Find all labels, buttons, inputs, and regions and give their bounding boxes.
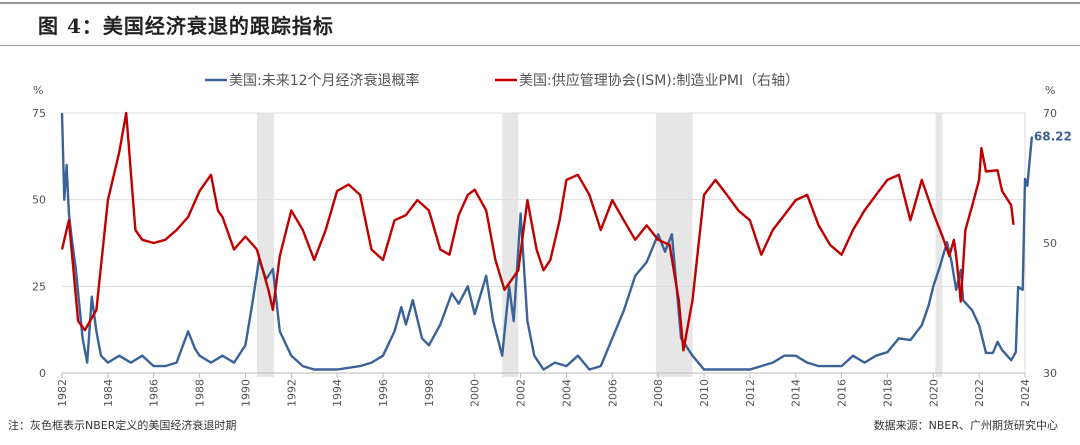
right-tick-label: 30 bbox=[1043, 367, 1057, 380]
x-tick-label: 1990 bbox=[239, 379, 252, 407]
x-tick-label: 1984 bbox=[102, 379, 115, 407]
x-tick-label: 2024 bbox=[1019, 379, 1032, 407]
legend-label: 美国:未来12个月经济衰退概率 bbox=[229, 72, 420, 89]
x-tick-label: 1998 bbox=[423, 379, 436, 407]
ism-pmi-line bbox=[60, 111, 1015, 352]
x-tick-label: 1982 bbox=[56, 379, 69, 407]
left-axis-unit: % bbox=[33, 84, 43, 97]
x-tick-label: 2004 bbox=[560, 379, 573, 407]
left-tick-label: 50 bbox=[32, 194, 46, 207]
x-tick-label: 1986 bbox=[148, 379, 161, 407]
end-value-label: 68.22 bbox=[1034, 130, 1072, 144]
title-rule bbox=[0, 45, 1080, 46]
x-tick-label: 2018 bbox=[881, 379, 894, 407]
figure-title: 图 4：美国经济衰退的跟踪指标 bbox=[38, 14, 334, 38]
right-axis-unit: % bbox=[1045, 84, 1055, 97]
x-tick-label: 2006 bbox=[606, 379, 619, 407]
recession-band bbox=[256, 113, 275, 377]
right-tick-label: 70 bbox=[1043, 107, 1057, 120]
x-tick-label: 2016 bbox=[836, 379, 849, 407]
x-tick-label: 1996 bbox=[377, 379, 390, 407]
footnote: 注：灰色框表示NBER定义的美国经济衰退时期 bbox=[8, 419, 237, 432]
x-tick-label: 1994 bbox=[331, 379, 344, 407]
x-tick-label: 2012 bbox=[744, 379, 757, 407]
x-tick-label: 2008 bbox=[652, 379, 665, 407]
left-tick-label: 0 bbox=[39, 367, 46, 380]
x-tick-label: 1992 bbox=[285, 379, 298, 407]
recession-band bbox=[935, 113, 943, 377]
top-rule bbox=[0, 2, 1080, 4]
legend-label: 美国:供应管理协会(ISM):制造业PMI（右轴） bbox=[519, 72, 799, 89]
left-tick-label: 25 bbox=[32, 280, 46, 293]
x-tick-label: 2014 bbox=[790, 379, 803, 407]
x-tick-label: 2022 bbox=[973, 379, 986, 407]
data-source: 数据来源：NBER、广州期货研究中心 bbox=[873, 419, 1058, 432]
x-tick-label: 2000 bbox=[469, 379, 482, 407]
right-tick-label: 50 bbox=[1043, 237, 1057, 250]
x-tick-label: 2010 bbox=[698, 379, 711, 407]
left-tick-label: 75 bbox=[32, 107, 46, 120]
x-tick-label: 2020 bbox=[927, 379, 940, 407]
recession-probability-line bbox=[60, 112, 1034, 371]
x-tick-label: 2002 bbox=[515, 379, 528, 407]
x-tick-label: 1988 bbox=[194, 379, 207, 407]
